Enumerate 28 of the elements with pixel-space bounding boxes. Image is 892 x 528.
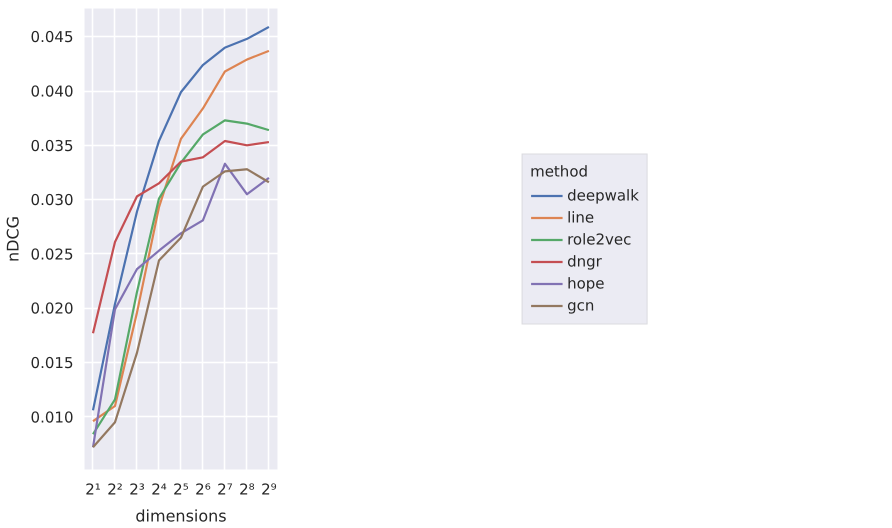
y-tick-label: 0.025 (30, 245, 74, 264)
y-tick-label: 0.020 (30, 300, 74, 318)
y-tick-label: 0.040 (30, 82, 74, 101)
x-tick-label: 2⁹ (261, 480, 277, 498)
y-tick-label: 0.045 (30, 28, 74, 46)
x-tick-label: 2³ (129, 480, 145, 498)
line-series (92, 140, 270, 334)
legend-label: hope (567, 274, 605, 292)
y-tick-label: 0.015 (30, 354, 74, 372)
x-tick-label: 2² (107, 480, 123, 498)
legend-label: line (567, 208, 594, 226)
legend-label: gcn (567, 296, 594, 314)
y-tick-label: 0.030 (30, 191, 74, 210)
x-tick-label: 2⁴ (151, 480, 167, 498)
x-tick-label: 2⁷ (217, 480, 233, 498)
legend-label: dngr (567, 252, 602, 270)
x-tick-label: 2⁶ (195, 480, 211, 498)
legend-title: method (530, 162, 590, 180)
y-tick-label: 0.010 (30, 408, 74, 426)
x-tick-label: 2⁸ (239, 480, 255, 498)
line-series (92, 119, 270, 436)
x-axis-title: dimensions (135, 506, 227, 526)
x-tick-label: 2¹ (85, 480, 101, 498)
y-tick-label: 0.035 (30, 136, 74, 155)
legend-label: role2vec (567, 230, 632, 248)
y-axis-title: nDCG (4, 216, 23, 262)
x-tick-label: 2⁵ (173, 480, 189, 498)
legend-label: deepwalk (567, 186, 639, 204)
